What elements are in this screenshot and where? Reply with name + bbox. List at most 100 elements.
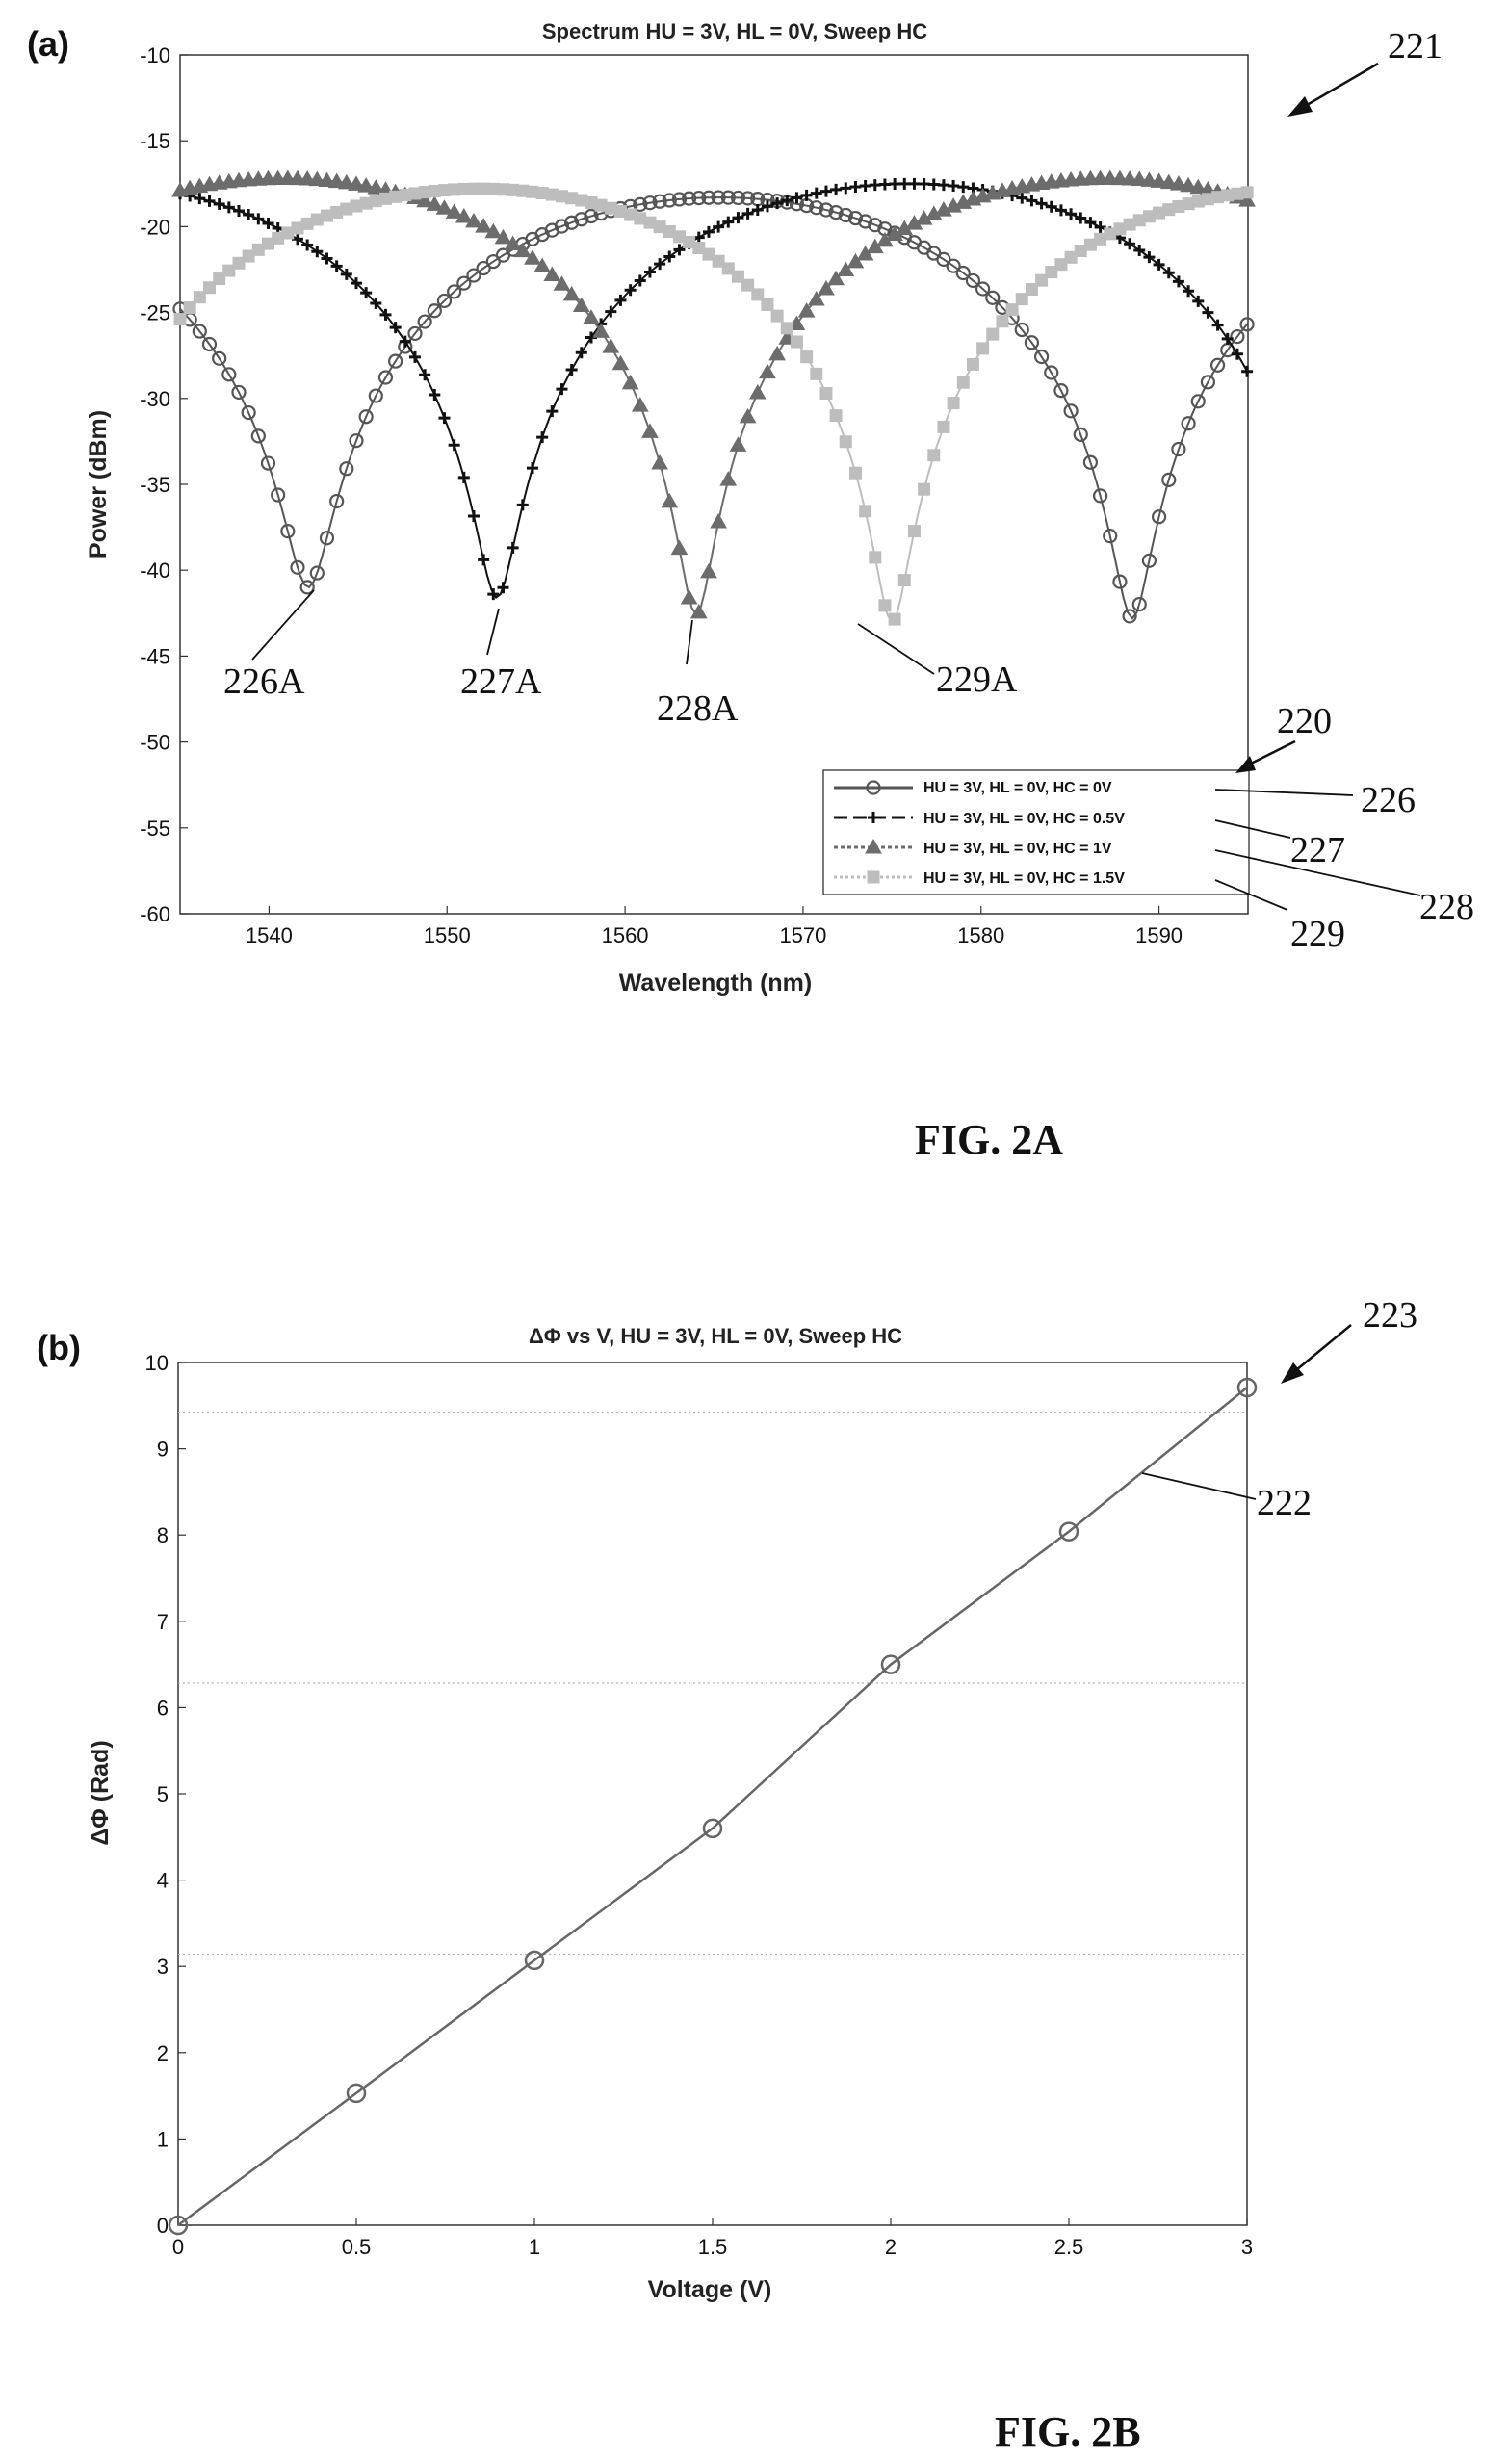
point-228: [416, 192, 434, 208]
legend-entry-227: HU = 3V, HL = 0V, HC = 0.5V: [923, 811, 1125, 827]
point-229: [848, 466, 862, 480]
point-228: [435, 199, 454, 215]
point-226: [858, 214, 873, 229]
point-227: [761, 200, 773, 213]
panel-b-ylabel: ΔΦ (Rad): [87, 1740, 114, 1845]
point-229: [780, 322, 793, 335]
point-227: [252, 213, 265, 225]
point-227: [830, 183, 843, 195]
point-226: [1033, 349, 1050, 365]
y-tick-label: -15: [140, 129, 170, 153]
point-226: [554, 219, 570, 234]
callout-229A-leader: [857, 623, 935, 675]
ref-223-label: 223: [1363, 1295, 1417, 1336]
point-227: [1231, 348, 1243, 360]
point-228: [661, 492, 679, 508]
y-tick-label: 2: [157, 2041, 169, 2065]
point-226: [436, 293, 453, 309]
point-227: [457, 471, 470, 483]
point-228: [1159, 173, 1178, 190]
point-229: [751, 288, 765, 301]
point-227: [301, 239, 314, 251]
panel-a-ylabel: Power (dBm): [85, 410, 112, 558]
y-tick-label: 10: [145, 1351, 169, 1375]
point-227: [1211, 319, 1224, 331]
point-228: [562, 285, 581, 301]
legend-entry-229: HU = 3V, HL = 0V, HC = 1.5V: [923, 870, 1125, 887]
point-227: [948, 180, 960, 193]
point-226: [946, 258, 961, 273]
point-227: [1172, 275, 1184, 288]
caption-fig-2a: FIG. 2A: [915, 1116, 1063, 1163]
point-228: [768, 345, 786, 361]
panel-a-title: Spectrum HU = 3V, HL = 0V, Sweep HC: [542, 19, 927, 43]
point-227: [389, 322, 402, 334]
point-227: [1241, 365, 1254, 377]
ref-221-arrowhead: [1287, 96, 1313, 117]
point-227: [194, 193, 206, 205]
point-226: [466, 268, 481, 283]
callout-227A-label: 227A: [460, 661, 542, 702]
ref-221-arrow: [1301, 62, 1379, 110]
point-227: [957, 181, 970, 194]
point-227: [1162, 267, 1175, 279]
point-229: [1045, 266, 1058, 279]
point-228: [1180, 176, 1197, 193]
point-228: [748, 384, 767, 400]
point-228: [504, 235, 522, 250]
point-229: [956, 376, 970, 389]
point-228: [641, 423, 659, 438]
point-227: [751, 204, 764, 217]
ref-223-arrow: [1295, 1324, 1352, 1371]
point-226: [1122, 609, 1137, 624]
point-226: [349, 433, 364, 449]
point-228: [543, 266, 561, 281]
panel-b-plot-area: [177, 1362, 1248, 2226]
point-227: [243, 209, 255, 221]
point-228: [700, 562, 717, 579]
point-228: [465, 212, 482, 228]
point-229: [937, 420, 950, 433]
point-228: [455, 207, 473, 223]
point-228: [592, 323, 610, 338]
legend-marker-229: [867, 870, 880, 884]
point-227: [478, 554, 490, 566]
phase-point: [1236, 1377, 1258, 1398]
point-226: [828, 204, 844, 220]
point-226: [1014, 322, 1029, 338]
point-227: [1084, 217, 1097, 229]
point-226: [691, 190, 707, 206]
point-226: [975, 281, 991, 297]
point-226: [936, 251, 951, 267]
point-229: [878, 599, 892, 612]
callout-228A-leader: [686, 619, 693, 665]
point-227: [614, 294, 627, 306]
panel-b-x-ticks: 0 0.5 1 1.5 2 2.5 3: [172, 2218, 1253, 2259]
phase-point: [346, 2083, 367, 2104]
point-227: [732, 212, 744, 224]
point-228: [670, 539, 689, 556]
phase-point: [1058, 1521, 1079, 1542]
point-226: [1209, 357, 1226, 373]
panel-a-legend: HU = 3V, HL = 0V, HC = 0V HU = 3V, HL = …: [822, 769, 1250, 895]
point-227: [898, 177, 911, 190]
point-229: [927, 449, 941, 462]
point-226: [1200, 375, 1216, 390]
point-226: [1141, 553, 1157, 568]
point-228: [689, 603, 708, 619]
callout-229A-label: 229A: [936, 660, 1018, 700]
point-227: [918, 178, 930, 191]
point-226: [847, 210, 864, 226]
point-227: [643, 266, 656, 278]
point-227: [1075, 212, 1087, 224]
point-226: [1053, 382, 1069, 399]
point-228: [719, 471, 738, 486]
point-229: [800, 350, 814, 364]
point-229: [242, 249, 255, 263]
point-228: [513, 242, 532, 258]
point-229: [859, 505, 872, 518]
point-226: [329, 493, 345, 509]
point-227: [516, 499, 529, 511]
point-228: [759, 363, 776, 379]
